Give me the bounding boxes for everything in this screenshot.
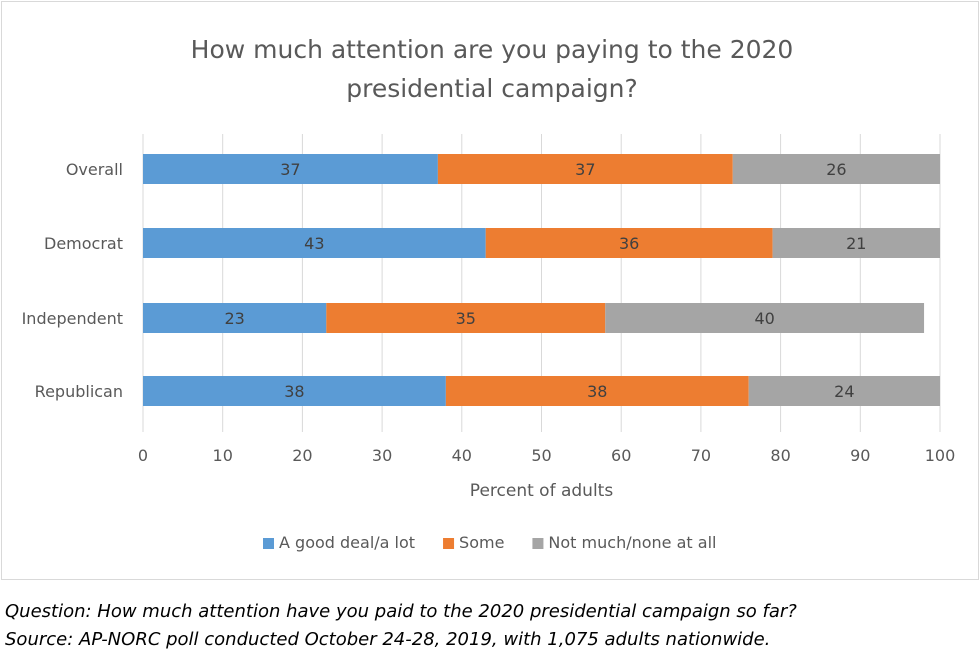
data-label-overall-good-deal: 37 — [280, 160, 300, 179]
bar-republican-good-deal — [143, 376, 446, 406]
legend-label-some: Some — [459, 533, 504, 552]
x-tick-60: 60 — [611, 446, 631, 465]
bar-overall-not-much — [732, 154, 940, 184]
bar-overall-some — [437, 154, 733, 184]
legend-swatch-not-much — [532, 538, 544, 549]
legend: A good deal/a lot Some Not much/none at al… — [263, 533, 716, 552]
chart-title: How much attention are you paying to the… — [191, 35, 794, 103]
question-note: Question: How much attention have you pa… — [5, 601, 797, 622]
data-label-republican-good-deal: 38 — [284, 382, 304, 401]
data-label-democrat-good-deal: 43 — [304, 234, 324, 253]
x-tick-100: 100 — [925, 446, 956, 465]
bar-independent-some — [326, 303, 606, 333]
bar-democrat-good-deal — [143, 228, 486, 258]
chart-title-line-2: presidential campaign? — [346, 74, 638, 103]
legend-label-not-much: Not much/none at all — [548, 533, 716, 552]
x-tick-50: 50 — [531, 446, 551, 465]
bar-democrat-some — [485, 228, 773, 258]
data-label-overall-not-much: 26 — [826, 160, 846, 179]
bar-independent-good-deal — [143, 303, 327, 333]
data-label-overall-some: 37 — [575, 160, 595, 179]
bar-democrat-not-much — [772, 228, 940, 258]
x-tick-90: 90 — [850, 446, 870, 465]
x-tick-30: 30 — [372, 446, 392, 465]
data-label-democrat-not-much: 21 — [846, 234, 866, 253]
source-note: Source: AP-NORC poll conducted October 2… — [5, 629, 771, 650]
data-label-independent-not-much: 40 — [754, 309, 774, 328]
chart-frame: How much attention are you paying to the… — [1, 1, 979, 580]
x-tick-40: 40 — [452, 446, 472, 465]
x-tick-70: 70 — [691, 446, 711, 465]
bars — [143, 154, 940, 406]
x-tick-0: 0 — [138, 446, 148, 465]
category-label-overall: Overall — [66, 160, 123, 179]
category-label-independent: Independent — [22, 309, 123, 328]
legend-label-good-deal: A good deal/a lot — [279, 533, 415, 552]
x-axis-label: Percent of adults — [470, 481, 614, 501]
data-label-republican-not-much: 24 — [834, 382, 854, 401]
bar-republican-some — [445, 376, 749, 406]
data-label-democrat-some: 36 — [619, 234, 639, 253]
bar-overall-good-deal — [143, 154, 438, 184]
category-label-democrat: Democrat — [44, 234, 123, 253]
bar-independent-not-much — [605, 303, 925, 333]
stacked-bar-chart: How much attention are you paying to the… — [22, 35, 956, 552]
category-labels: Overall Democrat Independent Republican — [22, 160, 123, 401]
data-label-republican-some: 38 — [587, 382, 607, 401]
data-label-independent-some: 35 — [456, 309, 476, 328]
x-tick-80: 80 — [770, 446, 790, 465]
chart-title-line-1: How much attention are you paying to the… — [191, 35, 794, 64]
footnotes: Question: How much attention have you pa… — [5, 598, 975, 654]
x-tick-10: 10 — [213, 446, 233, 465]
data-label-independent-good-deal: 23 — [224, 309, 244, 328]
x-tick-labels: 0 10 20 30 40 50 60 70 80 90 100 — [138, 446, 955, 465]
data-labels: 37 37 26 43 36 21 23 35 40 38 38 24 — [224, 160, 866, 401]
category-label-republican: Republican — [35, 382, 123, 401]
x-tick-20: 20 — [292, 446, 312, 465]
legend-swatch-good-deal — [263, 538, 274, 549]
legend-swatch-some — [443, 538, 455, 549]
bar-republican-not-much — [748, 376, 940, 406]
